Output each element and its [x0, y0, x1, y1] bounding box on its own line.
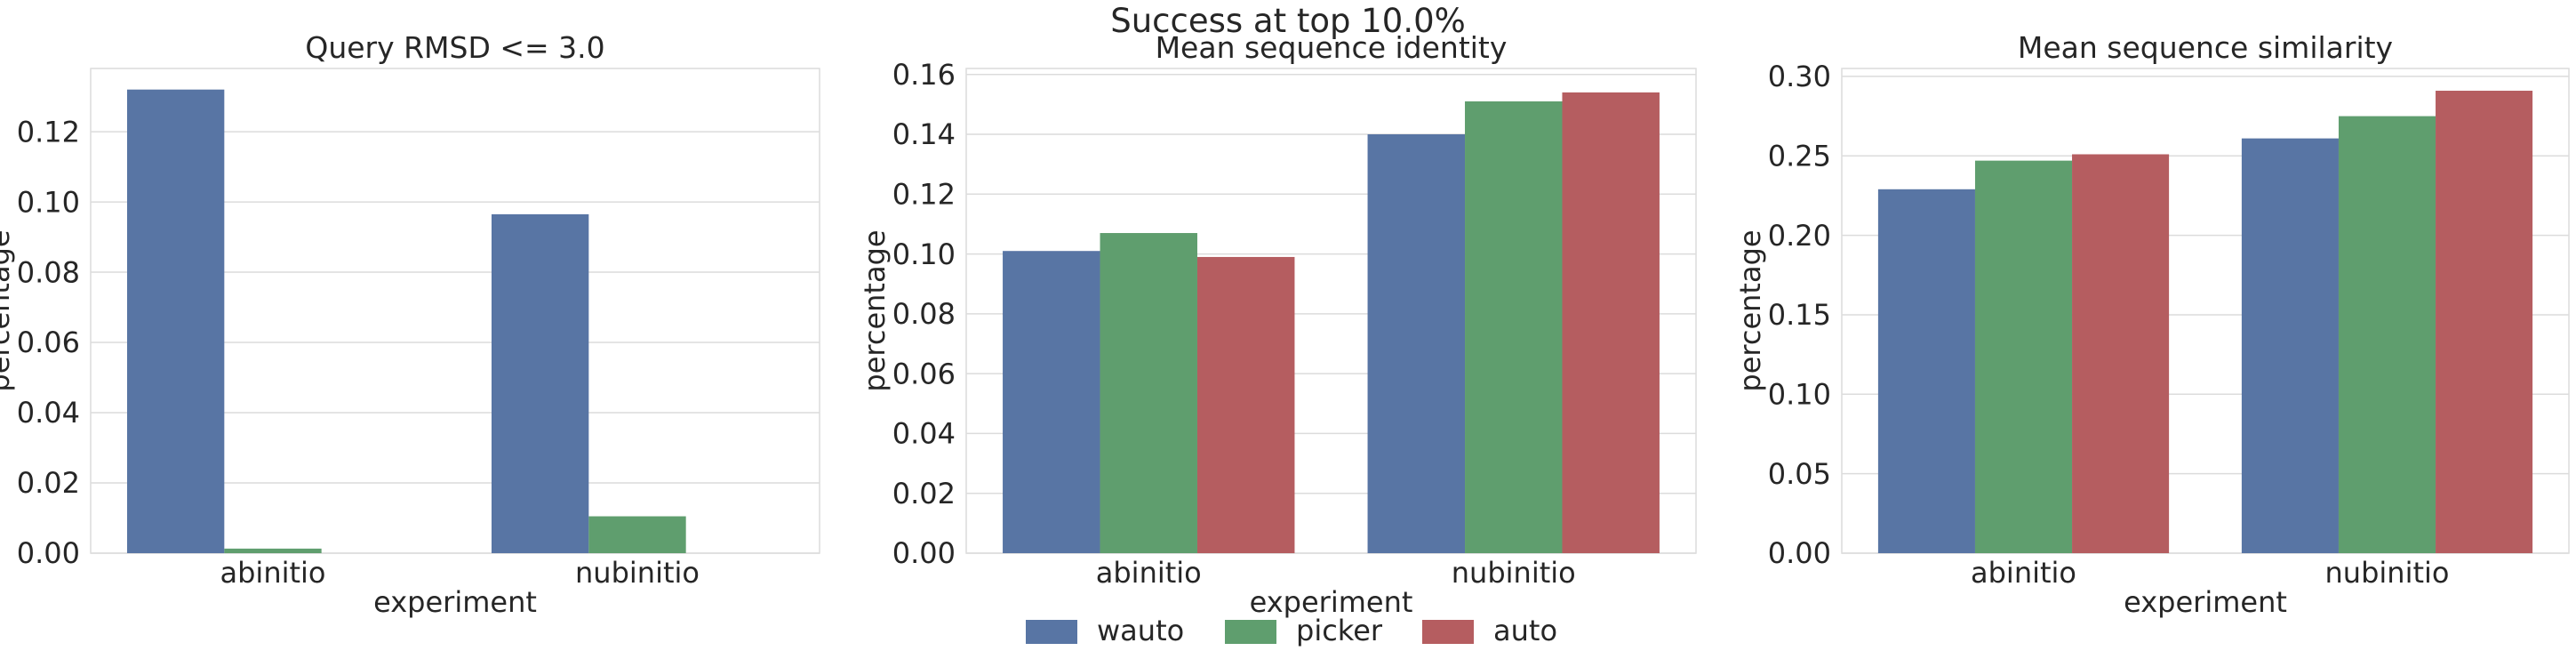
legend-item-picker: picker [1225, 614, 1383, 647]
chart-panel-3: 0.00 0.05 0.10 0.15 0.20 0.25 0.30 abinitio nubi… [1733, 30, 2570, 619]
bar-wauto-nubinitio [492, 213, 589, 553]
y-tick-label: 0.10 [1768, 378, 1831, 412]
bar-picker-abinitio [1974, 160, 2073, 553]
x-tick-label: abinitio [220, 556, 326, 590]
y-tick-label: 0.10 [17, 185, 80, 219]
chart-panel-1: 0.00 0.02 0.04 0.06 0.08 0.10 0.12 abinitio nubi… [0, 30, 820, 619]
bar-picker-abinitio [224, 548, 322, 553]
bar-picker-nubinitio [588, 516, 686, 553]
bar-picker-abinitio [1100, 233, 1197, 553]
legend-label: wauto [1097, 614, 1184, 647]
bar-wauto-abinitio [127, 89, 225, 553]
panel-title: Query RMSD <= 3.0 [305, 30, 604, 65]
x-axis-label: experiment [1250, 585, 1413, 619]
x-tick-label: abinitio [1971, 556, 2076, 590]
y-tick-label: 0.12 [17, 115, 80, 149]
y-axis-label: percentage [1733, 229, 1767, 391]
y-tick-label: 0.08 [892, 297, 956, 331]
legend-item-wauto: wauto [1026, 614, 1184, 647]
plot-frame [1841, 68, 2570, 554]
legend: wauto picker auto [1026, 614, 1557, 647]
bar-picker-nubinitio [2338, 116, 2436, 553]
legend-label: auto [1493, 614, 1557, 647]
y-tick-label: 0.04 [17, 396, 80, 430]
y-tick-label: 0.14 [892, 117, 956, 151]
y-tick-label: 0.08 [17, 255, 80, 289]
x-tick-label: nubinitio [2325, 556, 2450, 590]
bar-auto-nubinitio [1562, 92, 1660, 554]
x-tick-label: nubinitio [1452, 556, 1576, 590]
y-tick-label: 0.00 [892, 536, 956, 570]
figure-suptitle: Success at top 10.0% [1110, 2, 1466, 40]
y-tick-label: 0.06 [17, 326, 80, 359]
panel-title: Mean sequence identity [1156, 30, 1508, 65]
y-tick-label: 0.20 [1768, 219, 1831, 253]
bar-wauto-abinitio [1877, 189, 1975, 553]
y-axis-label: percentage [858, 229, 892, 391]
legend-label: picker [1296, 614, 1383, 647]
y-tick-label: 0.15 [1768, 298, 1831, 332]
legend-swatch [1422, 620, 1474, 644]
bar-auto-nubinitio [2436, 91, 2533, 553]
bar-wauto-nubinitio [1367, 134, 1466, 554]
legend-swatch [1225, 620, 1276, 644]
y-tick-label: 0.02 [17, 466, 80, 500]
bar-wauto-abinitio [1003, 251, 1100, 553]
y-tick-label: 0.12 [892, 177, 956, 211]
x-axis-label: experiment [373, 585, 537, 619]
chart-panels: 0.00 0.02 0.04 0.06 0.08 0.10 0.12 abinitio nubi… [0, 30, 2570, 619]
x-tick-label: nubinitio [575, 556, 700, 590]
bar-auto-abinitio [1196, 256, 1295, 553]
plot-frame [90, 68, 820, 554]
y-tick-label: 0.00 [1768, 536, 1831, 570]
bar-wauto-nubinitio [2241, 138, 2339, 553]
legend-item-auto: auto [1422, 614, 1557, 647]
legend-swatch [1026, 620, 1077, 644]
y-tick-label: 0.16 [892, 58, 956, 92]
y-tick-label: 0.25 [1768, 139, 1831, 173]
y-tick-label: 0.06 [892, 357, 956, 390]
bar-picker-nubinitio [1465, 101, 1563, 554]
plot-frame [965, 68, 1697, 554]
y-tick-label: 0.05 [1768, 457, 1831, 491]
y-tick-label: 0.04 [892, 417, 956, 451]
chart-panel-2: 0.00 0.02 0.04 0.06 0.08 0.10 0.12 0.14 0.16 abin… [858, 30, 1697, 619]
y-tick-label: 0.02 [892, 477, 956, 510]
bar-auto-abinitio [2072, 154, 2170, 553]
y-tick-label: 0.30 [1768, 60, 1831, 93]
y-axis-label: percentage [0, 229, 16, 391]
x-axis-label: experiment [2124, 585, 2287, 619]
y-tick-label: 0.00 [17, 536, 80, 570]
x-tick-label: abinitio [1096, 556, 1202, 590]
panel-title: Mean sequence similarity [2018, 30, 2393, 65]
y-tick-label: 0.10 [892, 237, 956, 271]
